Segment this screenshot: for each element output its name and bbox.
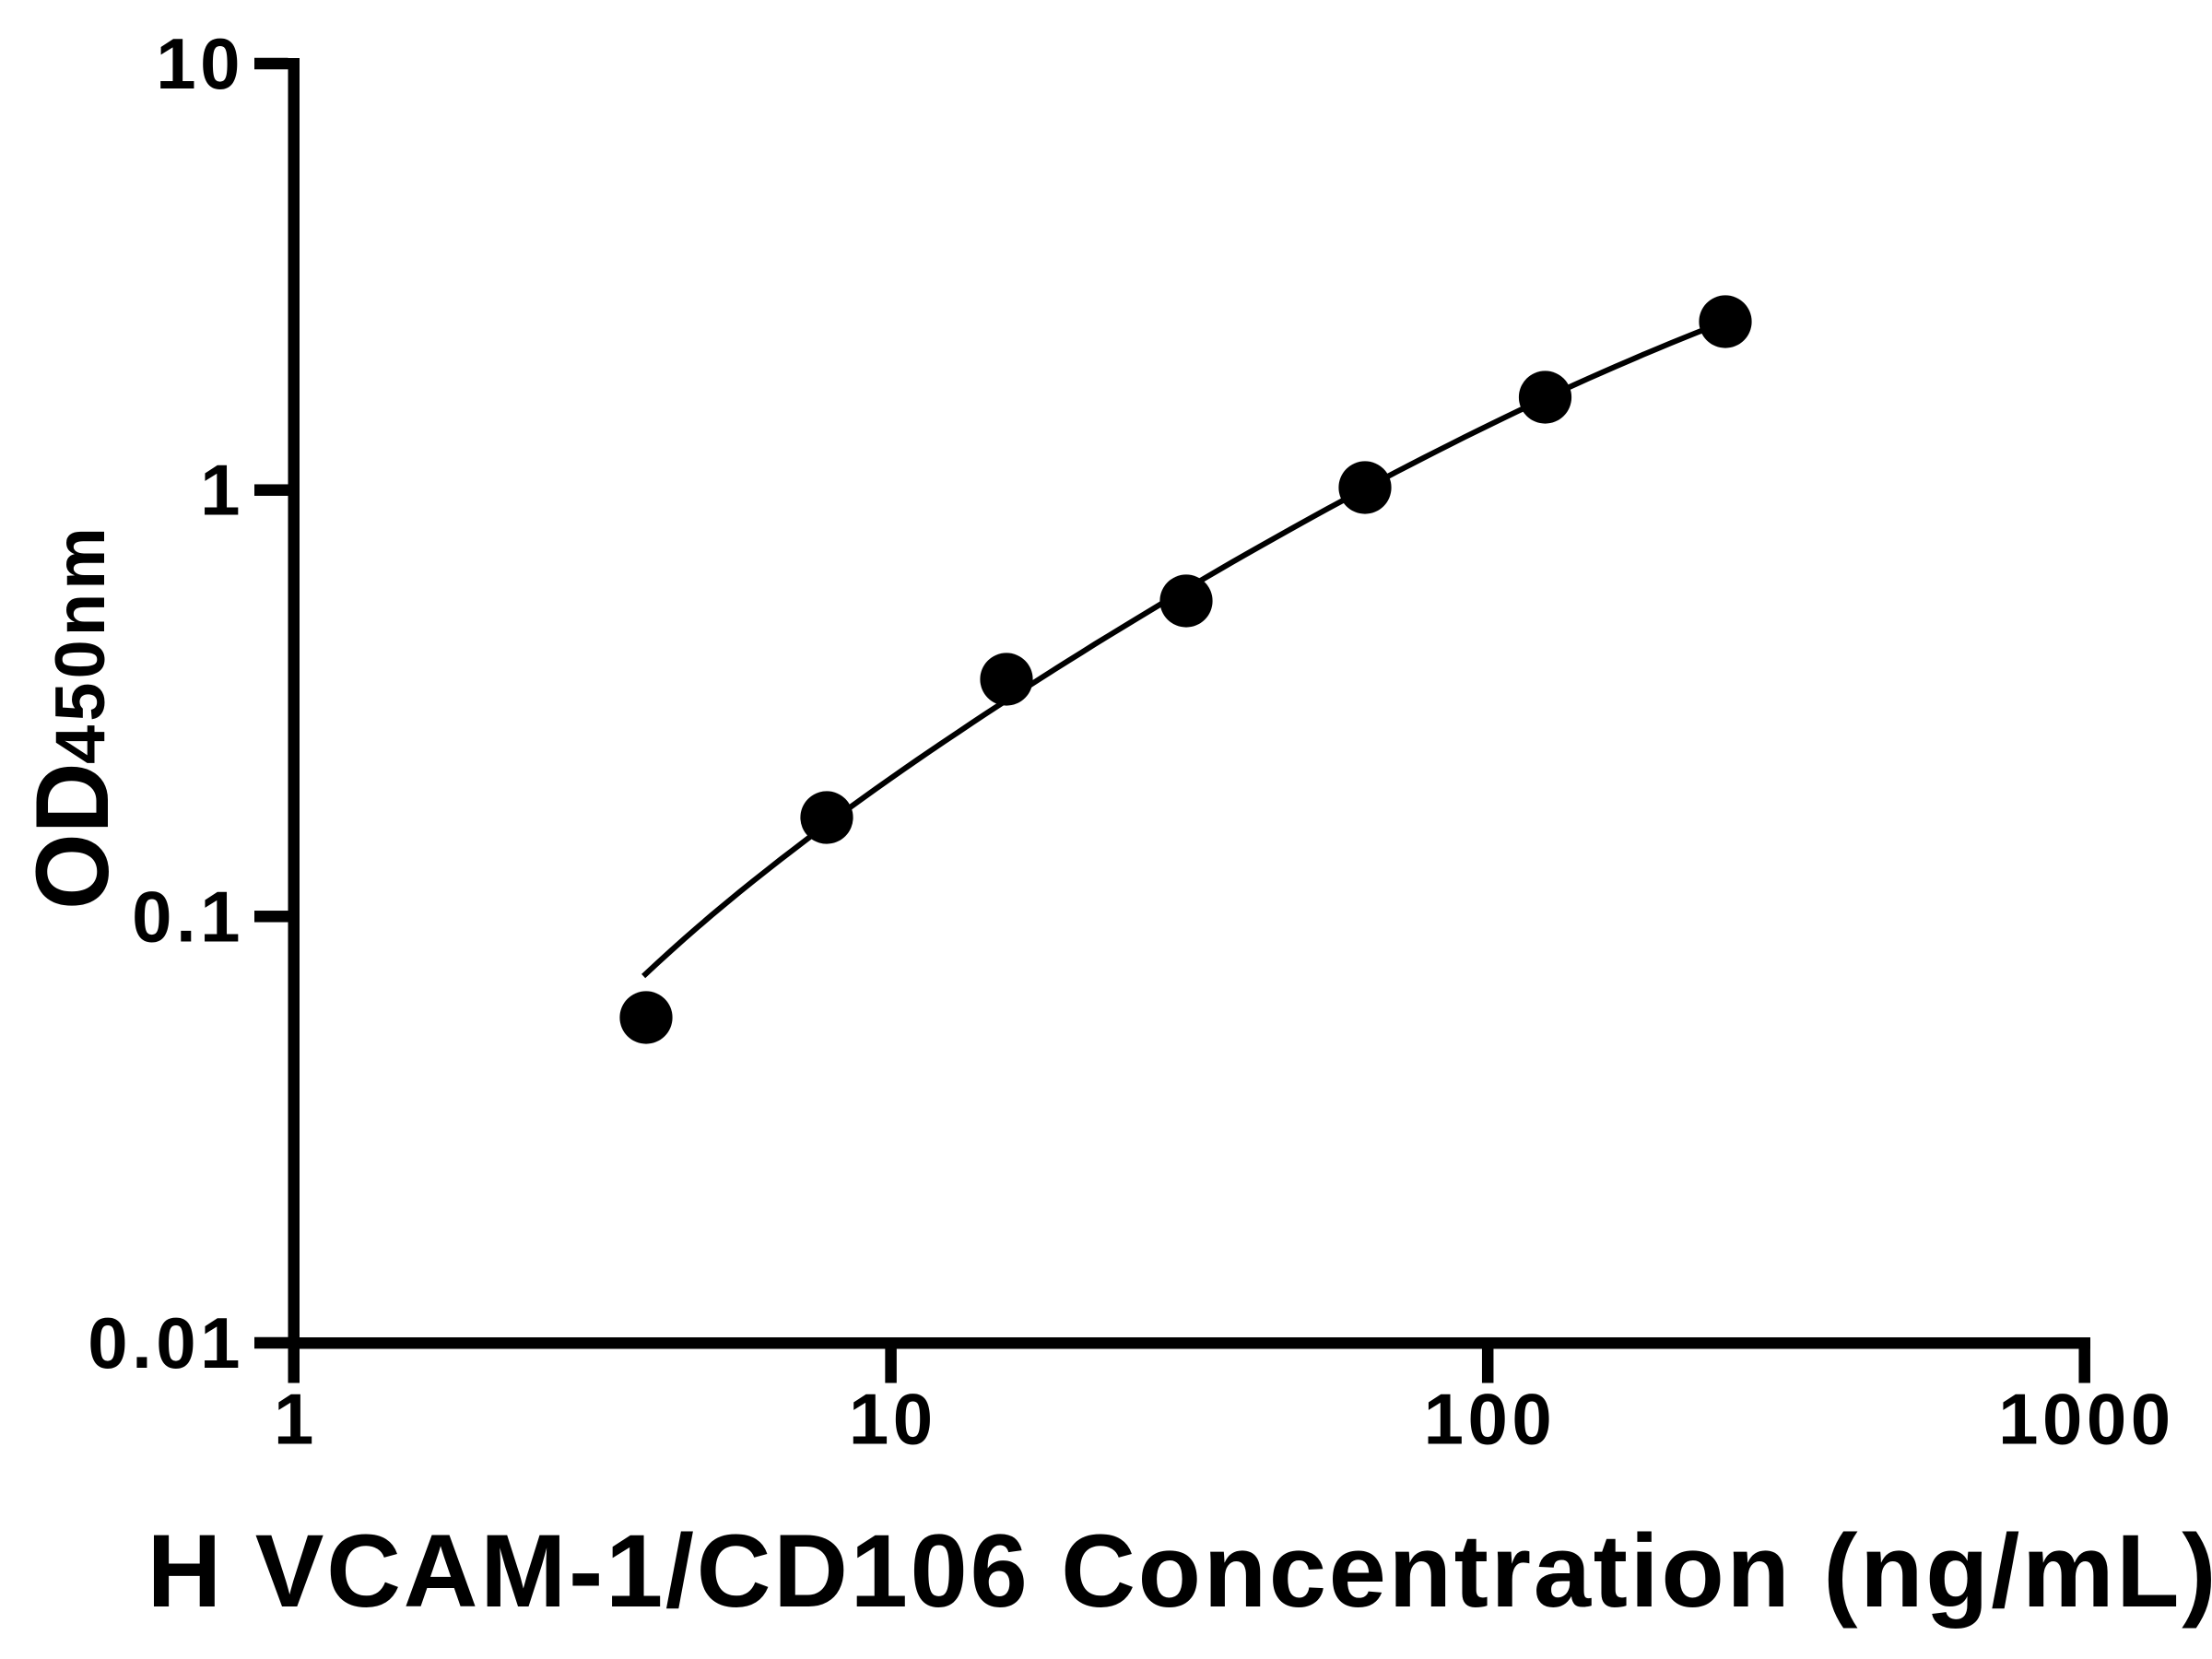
- svg-text:1: 1: [200, 450, 244, 531]
- svg-text:100: 100: [1424, 1379, 1557, 1460]
- svg-text:1000: 1000: [1998, 1379, 2175, 1460]
- svg-text:OD: OD: [16, 762, 131, 910]
- svg-text:H VCAM-1/CD106 Concentration (: H VCAM-1/CD106 Concentration (ng/mL): [147, 1513, 2212, 1629]
- svg-text:0.01: 0.01: [88, 1302, 244, 1383]
- svg-text:10: 10: [156, 23, 244, 104]
- svg-text:0.1: 0.1: [132, 876, 244, 957]
- svg-text:450nm: 450nm: [41, 524, 120, 764]
- svg-text:1: 1: [274, 1379, 318, 1460]
- svg-text:10: 10: [849, 1379, 937, 1460]
